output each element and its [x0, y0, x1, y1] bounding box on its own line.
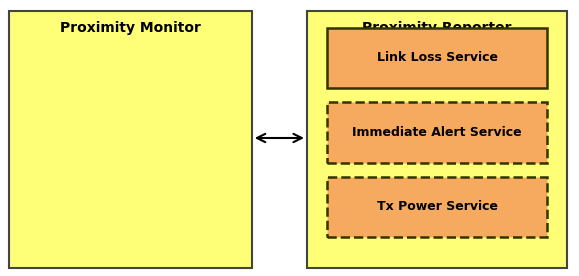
Text: Immediate Alert Service: Immediate Alert Service	[353, 126, 522, 139]
Text: Link Loss Service: Link Loss Service	[377, 51, 497, 65]
Bar	[327, 177, 547, 237]
Bar	[9, 11, 252, 268]
Text: Proximity Monitor: Proximity Monitor	[60, 21, 201, 35]
Text: Proximity Reporter: Proximity Reporter	[362, 21, 512, 35]
Bar	[307, 11, 567, 268]
Bar	[327, 102, 547, 163]
Bar	[327, 28, 547, 88]
Text: Tx Power Service: Tx Power Service	[377, 200, 497, 214]
